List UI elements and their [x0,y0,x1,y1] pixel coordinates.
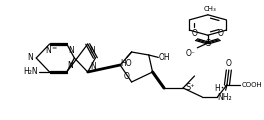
Text: O: O [218,29,224,38]
Text: O⁻: O⁻ [185,49,195,58]
Text: S: S [205,39,210,48]
Text: N: N [45,46,51,55]
Text: H₂N: H₂N [23,67,37,77]
Text: =: = [51,46,57,51]
Text: O: O [123,72,129,81]
Text: N: N [89,46,95,55]
Text: N: N [91,62,97,71]
Text: O: O [192,29,198,38]
Text: HO: HO [121,59,132,68]
Text: S⁺: S⁺ [186,83,195,92]
Text: OH: OH [159,53,171,62]
Text: O: O [226,59,232,68]
Text: CH₃: CH₃ [204,6,216,12]
Text: NH₂: NH₂ [218,93,232,102]
Text: H: H [214,84,220,93]
Text: COOH: COOH [241,82,262,88]
Text: N: N [68,46,74,55]
Text: N: N [67,61,73,70]
Text: N: N [27,54,33,63]
